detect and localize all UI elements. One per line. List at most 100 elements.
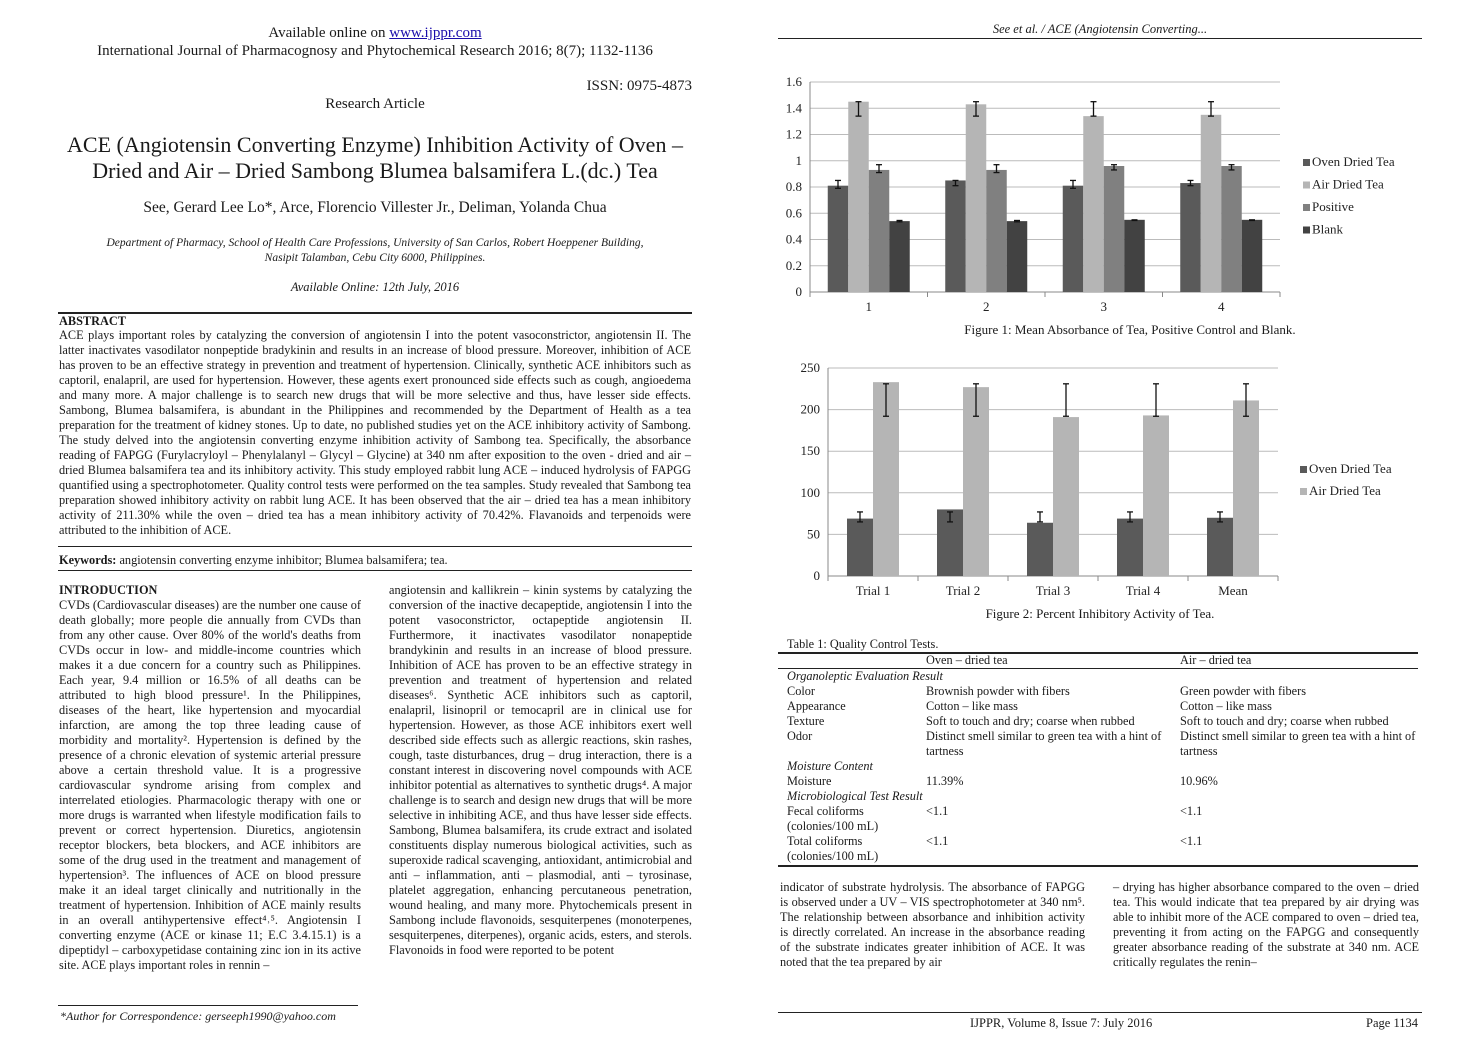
footer-rule bbox=[778, 1012, 1422, 1013]
table-cell: Distinct smell similar to green tea with… bbox=[926, 729, 1162, 758]
table-cell: Fecal coliforms (colonies/100 mL) bbox=[787, 804, 879, 833]
table-cell: Soft to touch and dry; coarse when rubbe… bbox=[926, 714, 1135, 728]
abstract-text: ACE plays important roles by catalyzing … bbox=[59, 328, 691, 537]
bar-oven-dried-tea bbox=[827, 185, 849, 292]
table-header-cell: Air – dried tea bbox=[1180, 653, 1252, 667]
y-tick-label: 0 bbox=[796, 284, 803, 299]
y-tick-label: 1.4 bbox=[786, 100, 803, 115]
table-cell: Cotton – like mass bbox=[1180, 699, 1272, 713]
bar-blank bbox=[1006, 221, 1028, 292]
y-tick-label: 0 bbox=[814, 568, 821, 583]
y-tick-label: 150 bbox=[801, 443, 821, 458]
table-cell: Appearance bbox=[787, 699, 846, 713]
bar-air-dried-tea bbox=[1143, 415, 1169, 576]
y-tick-label: 50 bbox=[807, 526, 820, 541]
bar-air-dried-tea bbox=[848, 101, 869, 292]
figure-2-chart: 0 50 100 150 200 250 Trial 1 Trial 2 Trial 3 Tria… bbox=[801, 360, 1392, 598]
table-cell: Odor bbox=[787, 729, 813, 743]
legend-label: Oven Dried Tea bbox=[1309, 461, 1392, 476]
y-tick-label: 1 bbox=[796, 153, 803, 168]
table-section-row: Microbiological Test Result bbox=[787, 789, 1417, 804]
table-section-row: Moisture Content bbox=[787, 759, 1417, 774]
title-line-1: ACE (Angiotensin Converting Enzyme) Inhi… bbox=[67, 132, 683, 157]
legend-label: Air Dried Tea bbox=[1309, 483, 1381, 498]
table-row: Appearance Cotton – like mass Cotton – lik… bbox=[787, 699, 1417, 714]
bar-positive bbox=[868, 169, 890, 292]
x-tick-label: Trial 2 bbox=[946, 583, 981, 598]
table-header-row: Oven – dried tea Air – dried tea bbox=[787, 653, 1417, 669]
table-cell: <1.1 bbox=[926, 834, 949, 848]
body-column-1: indicator of substrate hydrolysis. The a… bbox=[780, 880, 1085, 969]
table-cell: Moisture bbox=[787, 774, 832, 788]
x-tick-label: Trial 3 bbox=[1036, 583, 1071, 598]
online-availability: Available online on www.ijppr.com bbox=[58, 25, 692, 42]
keywords-rule bbox=[58, 570, 692, 571]
legend-swatch bbox=[1300, 466, 1307, 473]
x-tick-label: Trial 4 bbox=[1126, 583, 1161, 598]
bar-oven-dried-tea bbox=[945, 180, 966, 292]
legend-label: Air Dried Tea bbox=[1312, 177, 1384, 192]
bar-oven-dried-tea bbox=[1062, 185, 1084, 292]
y-tick-label: 200 bbox=[801, 402, 821, 417]
legend-label: Positive bbox=[1312, 199, 1354, 214]
y-tick-label: 250 bbox=[801, 360, 821, 375]
affiliation-line-2: Nasipit Talamban, Cebu City 6000, Philip… bbox=[264, 252, 486, 264]
y-tick-label: 1.2 bbox=[786, 127, 802, 142]
legend-label: Blank bbox=[1312, 222, 1344, 237]
authors: See, Gerard Lee Lo*, Arce, Florencio Vil… bbox=[143, 199, 607, 216]
bar-air-dried-tea bbox=[1233, 400, 1259, 576]
keywords: Keywords: angiotensin converting enzyme … bbox=[59, 553, 448, 568]
bar-blank bbox=[1241, 219, 1263, 292]
keywords-text: angiotensin converting enzyme inhibitor;… bbox=[116, 553, 448, 567]
table-cell: <1.1 bbox=[1180, 804, 1203, 818]
quality-control-table: Oven – dried tea Air – dried tea Organolep… bbox=[787, 653, 1417, 864]
table-section-row: Organoleptic Evaluation Result bbox=[787, 669, 1417, 684]
bar-positive bbox=[1221, 166, 1242, 292]
affiliation: Department of Pharmacy, School of Health… bbox=[40, 236, 710, 266]
table-section-label: Organoleptic Evaluation Result bbox=[787, 669, 943, 683]
footer-journal: IJPPR, Volume 8, Issue 7: July 2016 bbox=[970, 1016, 1153, 1030]
bar-blank bbox=[889, 221, 910, 292]
affiliation-line-1: Department of Pharmacy, School of Health… bbox=[106, 237, 644, 249]
table-top-rule bbox=[778, 652, 1418, 654]
x-tick-label: 1 bbox=[866, 299, 873, 314]
title-line-2: Dried and Air – Dried Sambong Blumea bal… bbox=[92, 158, 658, 183]
abstract-heading: ABSTRACT bbox=[59, 314, 126, 328]
article-type: Research Article bbox=[325, 96, 425, 112]
bar-oven-dried-tea bbox=[847, 518, 873, 576]
bar-oven-dried-tea bbox=[1207, 517, 1233, 576]
correspondence-note: *Author for Correspondence: gerseeph1990… bbox=[60, 1009, 336, 1023]
bar-positive bbox=[986, 169, 1007, 292]
header-rule bbox=[778, 38, 1422, 39]
bar-blank bbox=[1124, 219, 1145, 292]
issn: ISSN: 0975-4873 bbox=[586, 78, 692, 94]
body-column-2: – drying has higher absorbance compared … bbox=[1113, 880, 1419, 969]
table-cell: Brownish powder with fibers bbox=[926, 684, 1070, 698]
table-row: Fecal coliforms (colonies/100 mL) <1.1 <1.… bbox=[787, 804, 1417, 834]
online-prefix: Available online on bbox=[268, 25, 390, 41]
bar-air-dried-tea bbox=[1200, 114, 1222, 292]
y-tick-label: 100 bbox=[801, 485, 821, 500]
y-tick-label: 0.2 bbox=[786, 258, 802, 273]
table-row: Total coliforms (colonies/100 mL) <1.1 <1.… bbox=[787, 834, 1417, 864]
figure-2-caption: Figure 2: Percent Inhibitory Activity of… bbox=[985, 606, 1215, 621]
table-cell: Total coliforms (colonies/100 mL) bbox=[787, 834, 879, 863]
footnote-rule bbox=[58, 1005, 358, 1006]
journal-url-link[interactable]: www.ijppr.com bbox=[389, 25, 482, 41]
abstract-bottom-rule bbox=[58, 546, 692, 547]
y-tick-label: 0.8 bbox=[786, 179, 802, 194]
article-title: ACE (Angiotensin Converting Enzyme) Inhi… bbox=[40, 132, 710, 184]
legend-swatch bbox=[1303, 226, 1310, 234]
intro-heading: INTRODUCTION bbox=[59, 583, 158, 597]
bar-oven-dried-tea bbox=[1117, 518, 1143, 576]
table-cell: Texture bbox=[787, 714, 825, 728]
table-row: Color Brownish powder with fibers Green po… bbox=[787, 684, 1417, 699]
y-tick-label: 1.6 bbox=[786, 74, 803, 89]
legend-swatch bbox=[1303, 159, 1310, 166]
available-online-date: Available Online: 12th July, 2016 bbox=[290, 280, 460, 294]
x-tick-label: 3 bbox=[1101, 299, 1108, 314]
table-cell: Color bbox=[787, 684, 816, 698]
table-bottom-rule bbox=[778, 865, 1418, 867]
table-cell: Green powder with fibers bbox=[1180, 684, 1307, 698]
bar-positive bbox=[1103, 166, 1125, 292]
